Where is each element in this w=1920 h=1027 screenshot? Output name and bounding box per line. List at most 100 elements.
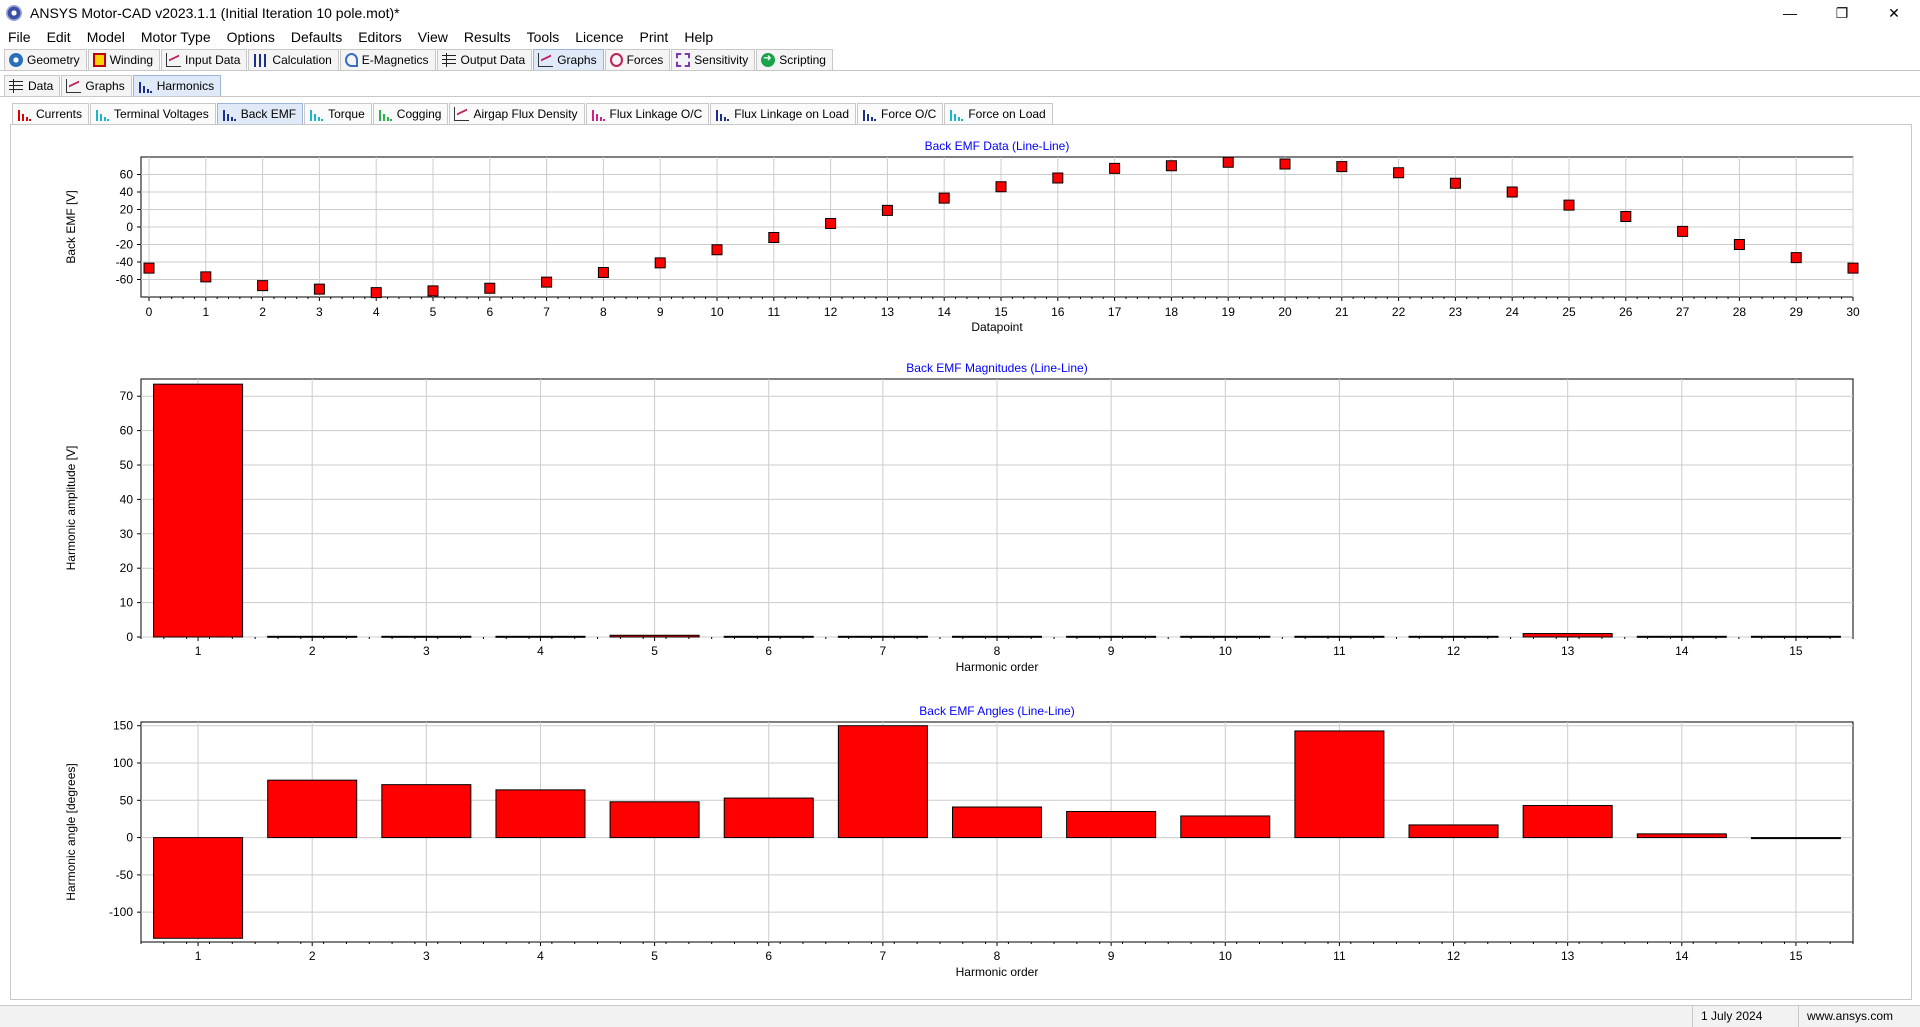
y-tick-label: 60 xyxy=(120,424,134,438)
tab-data[interactable]: Data xyxy=(4,75,61,96)
tab-back-emf[interactable]: Back EMF xyxy=(216,103,304,124)
data-point xyxy=(768,232,780,243)
tab-label: Torque xyxy=(328,107,365,121)
tab-airgap-flux-density[interactable]: Airgap Flux Density xyxy=(449,103,585,124)
menu-model[interactable]: Model xyxy=(86,29,125,45)
tab-input-data[interactable]: Input Data xyxy=(161,49,248,70)
y-axis-label: Back EMF [V] xyxy=(64,190,78,263)
bar-chart-icon xyxy=(862,107,877,121)
grid-icon xyxy=(9,79,24,93)
bar xyxy=(837,635,928,638)
data-point xyxy=(1393,167,1405,179)
bar xyxy=(1522,633,1613,638)
menu-licence[interactable]: Licence xyxy=(575,29,624,45)
bar-chart-icon xyxy=(137,79,153,93)
tab-label: Input Data xyxy=(185,53,241,67)
bar xyxy=(267,635,358,638)
tab-forces[interactable]: Forces xyxy=(604,49,671,70)
menu-file[interactable]: File xyxy=(8,29,31,45)
tab-label: Force on Load xyxy=(968,107,1046,121)
tab-flux-linkage-oc[interactable]: Flux Linkage O/C xyxy=(585,103,710,124)
bar xyxy=(951,635,1043,638)
tab-scripting[interactable]: Scripting xyxy=(756,49,833,70)
tab-e-magnetics[interactable]: E-Magnetics xyxy=(339,49,436,70)
tab-label: Force O/C xyxy=(881,107,937,121)
tab-sensitivity[interactable]: Sensitivity xyxy=(671,49,756,70)
y-tick-label: 40 xyxy=(120,492,134,506)
tab-label: Terminal Voltages xyxy=(114,107,209,121)
y-tick-label: 0 xyxy=(126,831,133,845)
menu-tools[interactable]: Tools xyxy=(526,29,560,45)
restore-button[interactable]: ❐ xyxy=(1835,4,1849,21)
tab-label: Cogging xyxy=(396,107,442,121)
tab-output-data[interactable]: Output Data xyxy=(436,49,533,70)
x-tick-label: 7 xyxy=(880,644,887,658)
data-point xyxy=(654,257,666,269)
tab-force-oc[interactable]: Force O/C xyxy=(857,103,944,124)
tab-winding[interactable]: Winding xyxy=(87,49,161,70)
menu-defaults[interactable]: Defaults xyxy=(290,29,343,45)
menu-options[interactable]: Options xyxy=(226,29,275,45)
tab-flux-linkage-on-load[interactable]: Flux Linkage on Load xyxy=(710,103,856,124)
data-point xyxy=(938,192,950,204)
data-point xyxy=(597,267,609,278)
tab-harmonics[interactable]: Harmonics xyxy=(132,75,222,96)
bar xyxy=(837,725,928,839)
x-tick-label: 6 xyxy=(486,305,493,319)
data-point xyxy=(1336,161,1348,173)
tab-graphs[interactable]: Graphs xyxy=(533,49,604,70)
menu-motor-type[interactable]: Motor Type xyxy=(140,29,211,45)
tab-currents[interactable]: Currents xyxy=(12,103,90,124)
x-tick-label: 5 xyxy=(430,305,437,319)
x-tick-label: 20 xyxy=(1278,305,1292,319)
forces-icon xyxy=(609,53,623,67)
x-tick-label: 2 xyxy=(309,644,316,658)
x-tick-label: 4 xyxy=(537,644,544,658)
graphs-subtab-bar: Data Graphs Harmonics xyxy=(0,74,1920,97)
minimize-button[interactable]: — xyxy=(1783,5,1797,21)
bar xyxy=(723,797,814,839)
x-tick-label: 3 xyxy=(423,949,430,963)
chart-2: Back EMF Angles (Line-Line) Harmonic angl… xyxy=(64,704,1854,979)
tab-graphs-sub[interactable]: Graphs xyxy=(61,75,132,96)
x-tick-label: 18 xyxy=(1165,305,1179,319)
x-tick-label: 8 xyxy=(994,644,1001,658)
x-tick-label: 27 xyxy=(1676,305,1690,319)
y-tick-label: 150 xyxy=(113,719,133,733)
y-tick-label: 60 xyxy=(120,168,134,182)
tab-label: Graphs xyxy=(85,79,125,93)
y-tick-label: 20 xyxy=(120,561,134,575)
data-point xyxy=(1620,211,1632,222)
menu-edit[interactable]: Edit xyxy=(46,29,71,45)
close-button[interactable]: ✕ xyxy=(1888,4,1900,21)
line-chart-icon xyxy=(454,107,470,121)
chart-1: Back EMF Magnitudes (Line-Line) Harmonic … xyxy=(64,361,1854,674)
menu-print[interactable]: Print xyxy=(639,29,669,45)
tab-geometry[interactable]: Geometry xyxy=(4,49,87,70)
menu-editors[interactable]: Editors xyxy=(358,29,402,45)
x-tick-label: 0 xyxy=(146,305,153,319)
y-tick-label: 70 xyxy=(120,389,134,403)
tab-cogging[interactable]: Cogging xyxy=(372,103,449,124)
tab-force-on-load[interactable]: Force on Load xyxy=(944,103,1053,124)
bar xyxy=(1408,635,1499,638)
y-tick-label: 50 xyxy=(120,458,134,472)
x-tick-label: 23 xyxy=(1449,305,1463,319)
data-point xyxy=(1506,186,1518,198)
tab-terminal-voltages[interactable]: Terminal Voltages xyxy=(90,103,216,124)
line-chart-icon xyxy=(66,79,82,93)
tab-label: Data xyxy=(28,79,54,93)
menu-view[interactable]: View xyxy=(417,29,448,45)
y-axis-label: Harmonic amplitude [V] xyxy=(64,446,78,571)
menu-results[interactable]: Results xyxy=(463,29,511,45)
tab-label: Back EMF xyxy=(240,107,297,121)
data-point xyxy=(1165,160,1177,172)
tab-calculation[interactable]: Calculation xyxy=(248,49,339,70)
tab-label: Harmonics xyxy=(156,79,215,93)
data-point xyxy=(200,271,212,283)
bar xyxy=(1522,805,1613,839)
tab-torque[interactable]: Torque xyxy=(304,103,372,124)
tab-label: Geometry xyxy=(27,53,80,67)
x-tick-label: 13 xyxy=(1561,644,1575,658)
menu-help[interactable]: Help xyxy=(684,29,714,45)
